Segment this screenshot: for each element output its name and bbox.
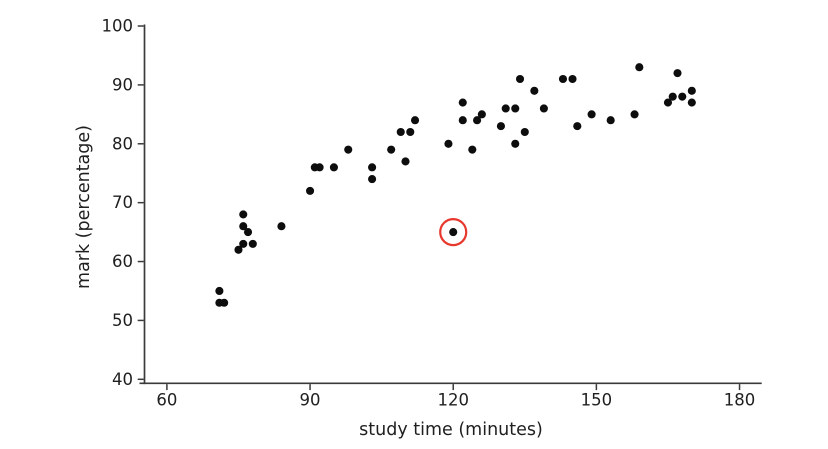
data-point <box>663 98 673 107</box>
data-point <box>496 122 505 131</box>
data-point <box>410 116 420 125</box>
y-tick-label: 80 <box>112 134 133 153</box>
data-point <box>587 110 596 119</box>
data-point <box>635 63 644 72</box>
data-point <box>511 139 520 148</box>
data-point <box>573 122 582 131</box>
data-point <box>687 86 696 95</box>
data-point <box>501 104 510 113</box>
data-point <box>468 145 477 154</box>
x-axis-label: study time (minutes) <box>359 420 543 440</box>
data-point <box>306 186 315 195</box>
data-point <box>515 74 525 84</box>
data-point <box>315 163 324 172</box>
axes-spines <box>139 24 762 385</box>
data-point <box>458 98 467 107</box>
scatter-points <box>215 63 696 307</box>
data-point <box>449 228 458 237</box>
data-point <box>458 116 467 125</box>
x-tick-label: 180 <box>724 391 756 410</box>
data-point <box>277 222 286 231</box>
x-axis-ticks: 60 90 120 150 180 <box>156 384 756 410</box>
data-point <box>368 163 377 172</box>
data-point <box>243 228 253 237</box>
y-tick-label: 50 <box>112 311 133 330</box>
data-point <box>329 163 338 172</box>
y-tick-label: 40 <box>112 370 133 389</box>
y-tick-label: 90 <box>112 75 133 94</box>
data-point <box>220 298 229 307</box>
data-point <box>668 92 677 101</box>
data-point <box>239 222 248 231</box>
data-point <box>511 104 520 113</box>
data-point <box>520 127 529 137</box>
x-tick-label: 60 <box>156 391 177 410</box>
outlier-ring <box>439 218 468 247</box>
data-point <box>248 239 257 248</box>
data-point <box>239 239 248 248</box>
outlier-highlight <box>439 218 468 247</box>
data-point <box>344 145 353 154</box>
data-point <box>239 210 248 219</box>
data-point <box>473 116 482 125</box>
data-point <box>568 74 577 84</box>
data-point <box>477 110 486 119</box>
data-point <box>606 116 615 125</box>
data-point <box>558 74 568 84</box>
data-point <box>630 110 639 119</box>
data-point <box>444 139 453 148</box>
y-axis-ticks: 40 50 60 70 80 90 100 <box>102 17 144 389</box>
data-point <box>678 92 687 101</box>
y-tick-label: 100 <box>102 17 134 36</box>
data-point <box>368 175 377 184</box>
data-point <box>234 245 243 254</box>
x-tick-label: 120 <box>437 391 469 410</box>
y-tick-label: 70 <box>112 193 133 212</box>
data-point <box>401 157 410 166</box>
data-point <box>215 286 224 296</box>
data-point <box>387 145 396 154</box>
data-point <box>539 104 548 113</box>
data-point <box>396 127 405 137</box>
data-point <box>687 98 696 107</box>
data-point <box>673 69 682 78</box>
y-tick-label: 60 <box>112 252 133 271</box>
data-point <box>406 127 415 137</box>
y-axis-label: mark (percentage) <box>74 125 94 289</box>
x-tick-label: 90 <box>300 391 321 410</box>
x-tick-label: 150 <box>581 391 613 410</box>
data-point <box>530 86 539 95</box>
